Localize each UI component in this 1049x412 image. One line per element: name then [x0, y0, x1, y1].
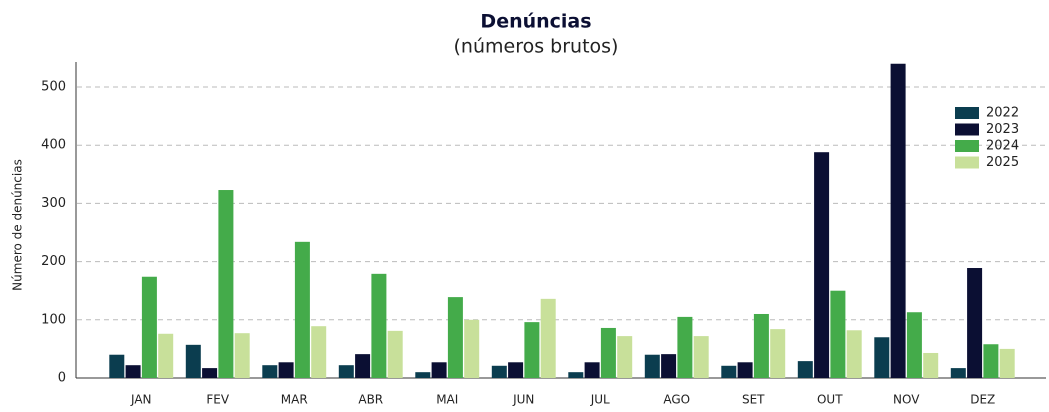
bar: [234, 333, 250, 378]
y-axis-label: Número de denúncias: [11, 159, 25, 291]
bar: [262, 365, 278, 378]
x-tick-label: MAR: [281, 393, 308, 407]
bar: [967, 268, 983, 378]
bar: [415, 372, 431, 378]
legend-swatch: [955, 140, 979, 152]
x-tick-label: FEV: [206, 393, 229, 407]
bar: [890, 63, 906, 379]
bar: [355, 354, 371, 378]
bar: [737, 362, 753, 378]
x-tick-label: OUT: [817, 393, 843, 407]
x-tick-label: JUL: [590, 393, 610, 407]
legend-swatch: [955, 156, 979, 169]
bar: [185, 344, 201, 378]
bar: [141, 276, 157, 378]
bar: [447, 297, 463, 378]
bar: [906, 312, 922, 378]
bar: [371, 273, 387, 378]
bar: [677, 316, 693, 378]
chart-subtitle: (números brutos): [454, 36, 619, 58]
bar: [846, 330, 862, 378]
bar: [508, 362, 524, 378]
bar: [311, 326, 327, 378]
bar: [830, 290, 846, 378]
legend-label: 2022: [986, 106, 1019, 121]
bar: [568, 372, 584, 378]
y-tick-label: 500: [41, 80, 66, 95]
bar: [524, 322, 540, 378]
bar: [464, 319, 480, 378]
bar: [584, 362, 600, 378]
y-tick-label: 100: [41, 312, 66, 327]
bar: [491, 365, 507, 378]
bar: [431, 362, 447, 378]
x-tick-label: SET: [742, 393, 765, 407]
y-tick-label: 200: [41, 254, 66, 269]
bar: [950, 368, 966, 378]
bar: [387, 330, 403, 378]
x-tick-label: MAI: [436, 393, 458, 407]
y-tick-label: 400: [41, 138, 66, 153]
bar: [158, 333, 174, 378]
legend-label: 2025: [986, 155, 1019, 170]
bar: [999, 348, 1015, 378]
bar: [814, 152, 830, 378]
x-tick-label: JAN: [130, 393, 152, 407]
bar: [874, 337, 890, 378]
chart-title: Denúncias: [480, 11, 591, 33]
bar: [540, 298, 556, 378]
x-tick-label: JUN: [512, 393, 534, 407]
bar: [600, 327, 616, 378]
bar: [770, 329, 786, 378]
bar: [753, 313, 769, 378]
bar: [661, 354, 677, 378]
legend-label: 2024: [986, 139, 1019, 154]
bar: [797, 361, 813, 378]
bar: [693, 336, 709, 378]
x-tick-label: AGO: [663, 393, 690, 407]
x-tick-label: NOV: [893, 393, 920, 407]
bar: [109, 354, 125, 378]
bar: [125, 365, 141, 378]
bar: [218, 190, 234, 378]
bar: [644, 354, 660, 378]
bar: [617, 336, 633, 378]
y-tick-label: 300: [41, 196, 66, 211]
legend-swatch: [955, 107, 979, 119]
legend-swatch: [955, 123, 979, 136]
bar: [983, 344, 999, 378]
bar: [202, 368, 218, 378]
legend-label: 2023: [986, 122, 1019, 137]
bar: [721, 365, 737, 378]
bar: [923, 352, 939, 378]
bar: [294, 241, 310, 378]
y-tick-label: 0: [58, 371, 66, 386]
bar: [338, 365, 354, 378]
x-tick-label: DEZ: [970, 393, 995, 407]
bar: [278, 362, 294, 378]
x-tick-label: ABR: [358, 393, 383, 407]
